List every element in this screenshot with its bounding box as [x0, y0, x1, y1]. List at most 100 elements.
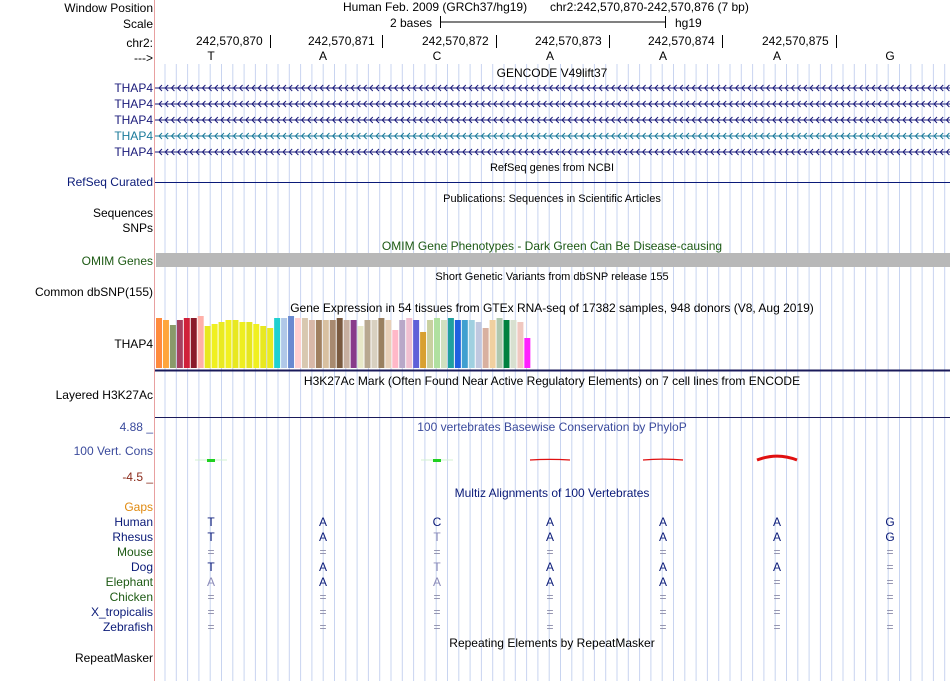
gtex-tissue-bar: [357, 326, 364, 368]
omim-track-title[interactable]: OMIM Gene Phenotypes - Dark Green Can Be…: [381, 239, 723, 253]
strand-chevrons: [158, 148, 950, 156]
species-label[interactable]: Elephant: [105, 575, 153, 589]
gtex-tissue-bar: [517, 322, 524, 368]
gtex-tissue-bar: [510, 320, 517, 368]
phylop-min-label: -4.5 _: [122, 470, 153, 484]
phylop-positive-mark: [207, 459, 215, 462]
alignment-base: =: [886, 575, 894, 589]
gtex-tissue-bar: [274, 318, 281, 368]
snps-track-label[interactable]: SNPs: [122, 221, 153, 235]
conservation-track-label[interactable]: 100 Vert. Cons: [73, 444, 153, 458]
gtex-tissue-bar: [447, 318, 454, 368]
alignment-base: A: [658, 530, 667, 544]
repeatmasker-track-label[interactable]: RepeatMasker: [74, 651, 153, 665]
gtex-tissue-bar: [308, 320, 315, 368]
base-letter: A: [658, 49, 667, 63]
alignment-base: T: [207, 515, 215, 529]
species-label[interactable]: X_tropicalis: [90, 605, 153, 619]
h3k27ac-track-title[interactable]: H3K27Ac Mark (Often Found Near Active Re…: [303, 374, 801, 388]
base-letter: T: [207, 49, 215, 63]
assembly-title: Human Feb. 2009 (GRCh37/hg19): [343, 0, 528, 14]
refseq-track-label[interactable]: RefSeq Curated: [66, 175, 153, 189]
alignment-base: T: [433, 530, 441, 544]
base-letter: A: [772, 49, 781, 63]
alignment-base: =: [546, 590, 554, 604]
alignment-base: A: [545, 530, 554, 544]
phylop-negative-mark: [529, 458, 571, 461]
species-label[interactable]: Mouse: [116, 545, 153, 559]
dbsnp-track-label[interactable]: Common dbSNP(155): [34, 285, 153, 299]
alignment-base: =: [773, 575, 781, 589]
gtex-tissue-bar: [482, 328, 489, 368]
alignment-base: =: [659, 605, 667, 619]
chrom-label: chr2:: [126, 36, 153, 50]
h3k27ac-track-label[interactable]: Layered H3K27Ac: [55, 388, 153, 402]
sequences-track-label[interactable]: Sequences: [92, 206, 153, 220]
gencode-transcript-label[interactable]: THAP4: [114, 145, 153, 159]
alignment-base: =: [433, 545, 441, 559]
strand-chevrons: [158, 84, 950, 92]
omim-track-label[interactable]: OMIM Genes: [81, 254, 153, 268]
gtex-tissue-bar: [197, 316, 204, 368]
multiz-track-title[interactable]: Multiz Alignments of 100 Vertebrates: [454, 486, 650, 500]
strand-chevrons: [158, 132, 950, 140]
gtex-tissue-bar: [267, 328, 274, 368]
alignment-base: =: [319, 605, 327, 619]
gtex-tissue-bar: [190, 318, 197, 368]
alignment-base: =: [319, 590, 327, 604]
gtex-tissue-bar: [461, 320, 468, 368]
alignment-base: =: [207, 605, 215, 619]
alignment-base: A: [772, 515, 781, 529]
alignment-base: =: [886, 620, 894, 634]
alignment-base: A: [432, 575, 441, 589]
alignment-base: =: [773, 545, 781, 559]
gaps-track-label[interactable]: Gaps: [124, 500, 153, 514]
gtex-tissue-bar: [392, 330, 399, 368]
gtex-tissue-bar: [295, 318, 301, 368]
gtex-track-title[interactable]: Gene Expression in 54 tissues from GTEx …: [290, 301, 814, 315]
gtex-tissue-bar: [496, 318, 503, 368]
gtex-tissue-bar: [468, 320, 475, 368]
alignment-base: =: [433, 605, 441, 619]
publications-track-title[interactable]: Publications: Sequences in Scientific Ar…: [443, 193, 661, 205]
alignment-base: A: [318, 575, 327, 589]
gtex-tissue-bar: [371, 320, 378, 368]
alignment-base: =: [546, 620, 554, 634]
coordinate-label: 242,570,875: [762, 34, 829, 48]
coordinate-label: 242,570,873: [535, 34, 602, 48]
dbsnp-track-title[interactable]: Short Genetic Variants from dbSNP releas…: [435, 271, 669, 283]
gtex-tissue-bar: [204, 326, 211, 368]
gtex-tissue-bar: [350, 320, 357, 368]
gencode-track-title[interactable]: GENCODE V49lift37: [496, 66, 608, 80]
gtex-tissue-bar: [489, 320, 496, 368]
species-label[interactable]: Zebrafish: [102, 620, 153, 634]
gtex-tissue-bar: [322, 320, 329, 368]
gencode-transcript-label[interactable]: THAP4: [114, 129, 153, 143]
gtex-tissue-bar: [440, 320, 447, 368]
species-label[interactable]: Human: [114, 515, 153, 529]
gtex-tissue-bar: [524, 338, 531, 368]
gtex-tissue-bar: [427, 320, 434, 368]
refseq-track-title[interactable]: RefSeq genes from NCBI: [489, 162, 615, 174]
repeatmasker-track-title[interactable]: Repeating Elements by RepeatMasker: [449, 636, 655, 650]
species-label[interactable]: Chicken: [109, 590, 153, 604]
gencode-transcript-label[interactable]: THAP4: [114, 113, 153, 127]
alignment-base: =: [659, 590, 667, 604]
phylop-negative-mark: [642, 458, 684, 461]
alignment-base: =: [773, 620, 781, 634]
position-readout[interactable]: chr2:242,570,870-242,570,876 (7 bp): [550, 0, 749, 14]
base-letter: A: [545, 49, 554, 63]
gencode-transcript-label[interactable]: THAP4: [114, 81, 153, 95]
gencode-transcript-label[interactable]: THAP4: [114, 97, 153, 111]
gtex-tissue-bar: [378, 318, 385, 368]
alignment-base: =: [319, 620, 327, 634]
species-label[interactable]: Dog: [130, 560, 153, 574]
phylop-positive-mark: [433, 459, 441, 462]
species-label[interactable]: Rhesus: [112, 530, 153, 544]
gtex-gene-label[interactable]: THAP4: [114, 337, 153, 351]
alignment-base: =: [659, 545, 667, 559]
scale-label: Scale: [122, 17, 153, 31]
phylop-track-title[interactable]: 100 vertebrates Basewise Conservation by…: [417, 420, 687, 434]
